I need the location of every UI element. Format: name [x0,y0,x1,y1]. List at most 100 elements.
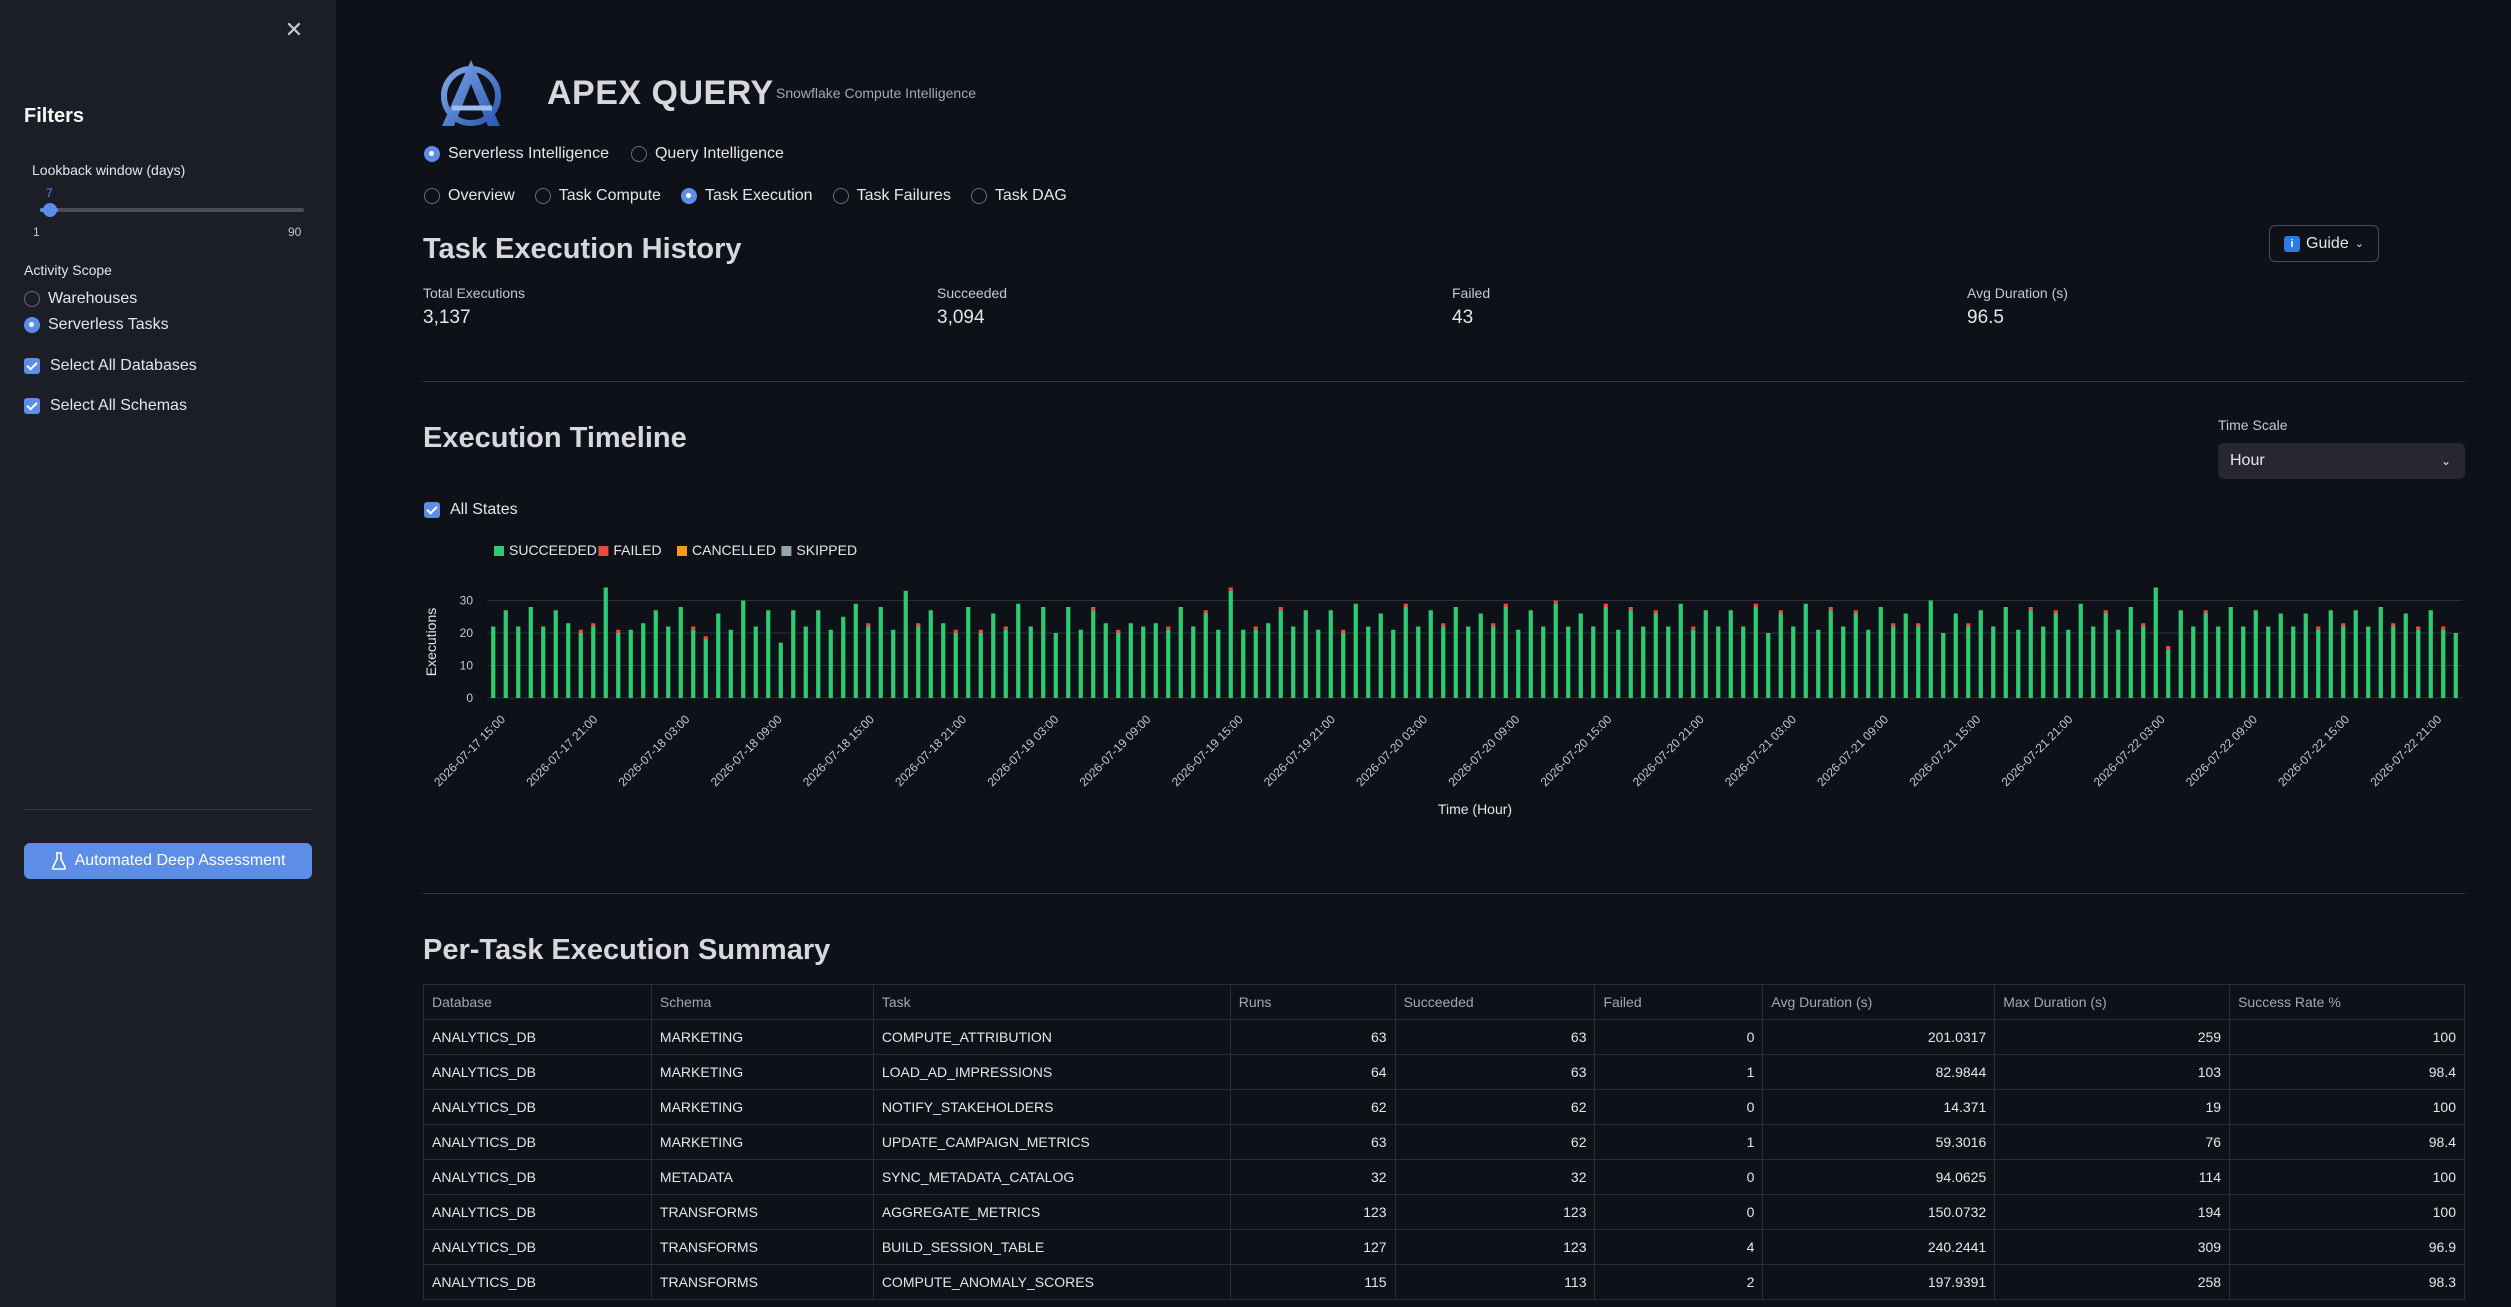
column-header[interactable]: Succeeded [1394,984,1596,1020]
bar-succeeded [2228,607,2233,698]
radio-selected-icon[interactable] [24,317,40,333]
checkbox-checked-icon[interactable] [24,358,40,374]
radio-selected-icon[interactable] [424,146,440,162]
bar-succeeded [853,603,858,698]
radio-icon[interactable] [630,146,647,162]
radio-icon[interactable] [424,188,440,204]
column-header[interactable]: Runs [1229,984,1396,1020]
table-cell: ANALYTICS_DB [423,1089,652,1125]
bar-succeeded [553,610,558,698]
column-header[interactable]: Schema [650,984,874,1020]
checkbox-checked-icon[interactable] [424,502,440,518]
nav-label: Task Compute [558,187,661,204]
close-icon[interactable]: ✕ [284,17,304,42]
y-tick-label: 0 [466,691,473,705]
table-row[interactable]: ANALYTICS_DB TRANSFORMS COMPUTE_ANOMALY_SC… [423,1264,2465,1300]
x-tick-label: 2026-07-22 15:00 [2275,712,2352,789]
table-row[interactable]: ANALYTICS_DB MARKETING UPDATE_CAMPAIGN_MET… [423,1124,2465,1160]
table-cell: 63 [1229,1019,1396,1055]
bar-succeeded [2216,626,2221,698]
radio-selected-icon[interactable] [680,188,697,204]
table-row[interactable]: ANALYTICS_DB MARKETING COMPUTE_ATTRIBUTION… [423,1019,2465,1055]
lookback-slider-track[interactable] [40,208,304,212]
bar-succeeded [2366,626,2371,698]
table-cell: SYNC_METADATA_CATALOG [872,1159,1231,1195]
scope-option-warehouses[interactable]: Warehouses [24,290,137,308]
legend-label: SKIPPED [796,542,857,558]
radio-icon[interactable] [24,291,40,307]
bar-succeeded [1528,610,1533,698]
table-row[interactable]: ANALYTICS_DB METADATA SYNC_METADATA_CATALO… [423,1159,2465,1195]
bar-failed [2416,626,2421,630]
nav-overview[interactable]: Overview [424,187,515,205]
table-cell: 63 [1394,1019,1596,1055]
nav-query-intelligence[interactable]: Query Intelligence [630,145,784,163]
table-header-row: Database Schema Task Runs Succeeded Failed Avg… [423,984,2465,1020]
select-all-databases-checkbox[interactable]: Select All Databases [24,357,197,375]
bar-failed [1603,603,1608,607]
column-header[interactable]: Avg Duration (s) [1762,984,1996,1020]
bar-succeeded [741,600,746,698]
bar-succeeded [2291,626,2296,698]
guide-button[interactable]: i Guide ⌄ [2269,225,2379,262]
table-row[interactable]: ANALYTICS_DB MARKETING LOAD_AD_IMPRESSIONS… [423,1054,2465,1090]
table-cell: METADATA [650,1159,874,1195]
column-header[interactable]: Max Duration (s) [1994,984,2231,1020]
nav-task-failures[interactable]: Task Failures [832,187,951,205]
section-divider [423,893,2465,894]
column-header[interactable]: Success Rate % [2229,984,2465,1020]
checkbox-checked-icon[interactable] [24,398,40,414]
bar-failed [1403,603,1408,607]
nav-task-execution[interactable]: Task Execution [680,187,813,205]
column-header[interactable]: Database [423,984,652,1020]
legend-swatch [677,546,687,556]
table-body: ANALYTICS_DB MARKETING COMPUTE_ATTRIBUTION… [423,1019,2465,1300]
radio-icon[interactable] [832,188,849,204]
nav-task-dag[interactable]: Task DAG [970,187,1067,205]
bar-succeeded [703,639,708,698]
bar-succeeded [2316,629,2321,698]
bar-succeeded [1566,626,1571,698]
radio-icon[interactable] [970,188,987,204]
bar-failed [2166,646,2171,650]
bar-failed [1853,610,1858,614]
table-cell: 64 [1229,1054,1396,1090]
bar-succeeded [941,623,946,698]
column-header[interactable]: Failed [1594,984,1764,1020]
bar-succeeded [2353,610,2358,698]
time-scale-select[interactable]: Hour ⌄ [2218,443,2465,479]
table-row[interactable]: ANALYTICS_DB MARKETING NOTIFY_STAKEHOLDERS… [423,1089,2465,1125]
bar-succeeded [791,610,796,698]
table-cell: COMPUTE_ANOMALY_SCORES [872,1264,1231,1300]
column-header[interactable]: Task [872,984,1231,1020]
radio-icon[interactable] [534,188,551,204]
all-states-checkbox[interactable]: All States [424,501,518,519]
bar-succeeded [1541,626,1546,698]
nav-label: Overview [448,187,515,204]
bar-succeeded [1416,626,1421,698]
table-cell: LOAD_AD_IMPRESSIONS [872,1054,1231,1090]
bar-succeeded [528,607,533,698]
nav-task-compute[interactable]: Task Compute [534,187,661,205]
bar-succeeded [1691,629,1696,698]
bar-succeeded [2016,629,2021,698]
nav-serverless-intelligence[interactable]: Serverless Intelligence [424,145,609,163]
table-row[interactable]: ANALYTICS_DB TRANSFORMS AGGREGATE_METRICS 1… [423,1194,2465,1230]
scope-option-serverless-tasks[interactable]: Serverless Tasks [24,316,169,334]
table-cell: 63 [1229,1124,1396,1160]
bar-succeeded [653,610,658,698]
table-cell: 1 [1594,1054,1764,1090]
bar-succeeded [1641,626,1646,698]
bar-failed [2341,623,2346,627]
bar-succeeded [753,626,758,698]
bar-failed [2391,623,2396,627]
table-cell: 98.3 [2229,1264,2465,1300]
nav-label: Serverless Intelligence [448,145,609,162]
bar-failed [2053,610,2058,614]
table-row[interactable]: ANALYTICS_DB TRANSFORMS BUILD_SESSION_TABL… [423,1229,2465,1265]
automated-deep-assessment-button[interactable]: Automated Deep Assessment [24,843,312,879]
lookback-slider-thumb[interactable] [43,203,57,217]
y-axis-label: Executions [423,608,439,676]
select-all-schemas-checkbox[interactable]: Select All Schemas [24,397,187,415]
table-cell: 96.9 [2229,1229,2465,1265]
